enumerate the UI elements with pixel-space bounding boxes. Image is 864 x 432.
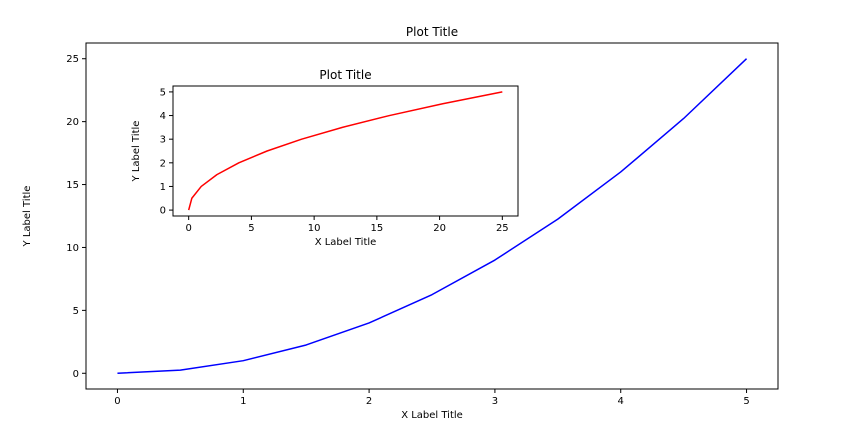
- main-y-tick-label: 25: [66, 54, 79, 65]
- inset-y-tick-label: 5: [160, 87, 166, 98]
- main-axes-frame: [85, 42, 779, 390]
- inset-x-tick-label: 20: [433, 223, 446, 234]
- inset-y-tick-label: 3: [160, 135, 166, 146]
- inset-series-line: [187, 91, 503, 211]
- inset-x-tick-label: 10: [308, 223, 321, 234]
- main-y-axis-title: Y Label Title: [22, 186, 33, 248]
- main-x-tick-label: 4: [618, 396, 624, 407]
- inset-y-tick-label: 1: [160, 182, 166, 193]
- inset-x-tick-label: 25: [496, 223, 509, 234]
- main-x-tick-label: 2: [366, 396, 372, 407]
- main-plot-title: Plot Title: [406, 25, 458, 39]
- inset-x-tick-label: 15: [370, 223, 383, 234]
- inset-x-axis-title: X Label Title: [315, 237, 377, 248]
- main-y-tick-label: 15: [66, 180, 79, 191]
- main-x-axis-title: X Label Title: [401, 410, 463, 421]
- main-x-tick-label: 0: [114, 396, 120, 407]
- main-y-tick-label: 20: [66, 117, 79, 128]
- inset-x-tick-label: 5: [248, 223, 254, 234]
- inset-y-axis-title: Y Label Title: [131, 121, 142, 183]
- inset-x-tick-label: 0: [185, 223, 191, 234]
- inset-y-tick-label: 2: [160, 158, 166, 169]
- inset-axes-frame: [172, 85, 519, 217]
- main-y-tick-label: 0: [73, 369, 79, 380]
- inset-plot: 0 5 10 15 20 25 0 1 2 3 4 5 Plot Title X Label Title Y…: [131, 68, 519, 248]
- main-x-tick-label: 3: [492, 396, 498, 407]
- inset-plot-title: Plot Title: [319, 68, 371, 82]
- main-series-line: [117, 58, 748, 375]
- main-x-tick-label: 1: [240, 396, 246, 407]
- main-y-tick-label: 5: [73, 306, 79, 317]
- main-y-tick-label: 10: [66, 243, 79, 254]
- inset-y-tick-label: 4: [160, 111, 166, 122]
- inset-y-tick-label: 0: [160, 206, 166, 217]
- main-x-tick-label: 5: [743, 396, 749, 407]
